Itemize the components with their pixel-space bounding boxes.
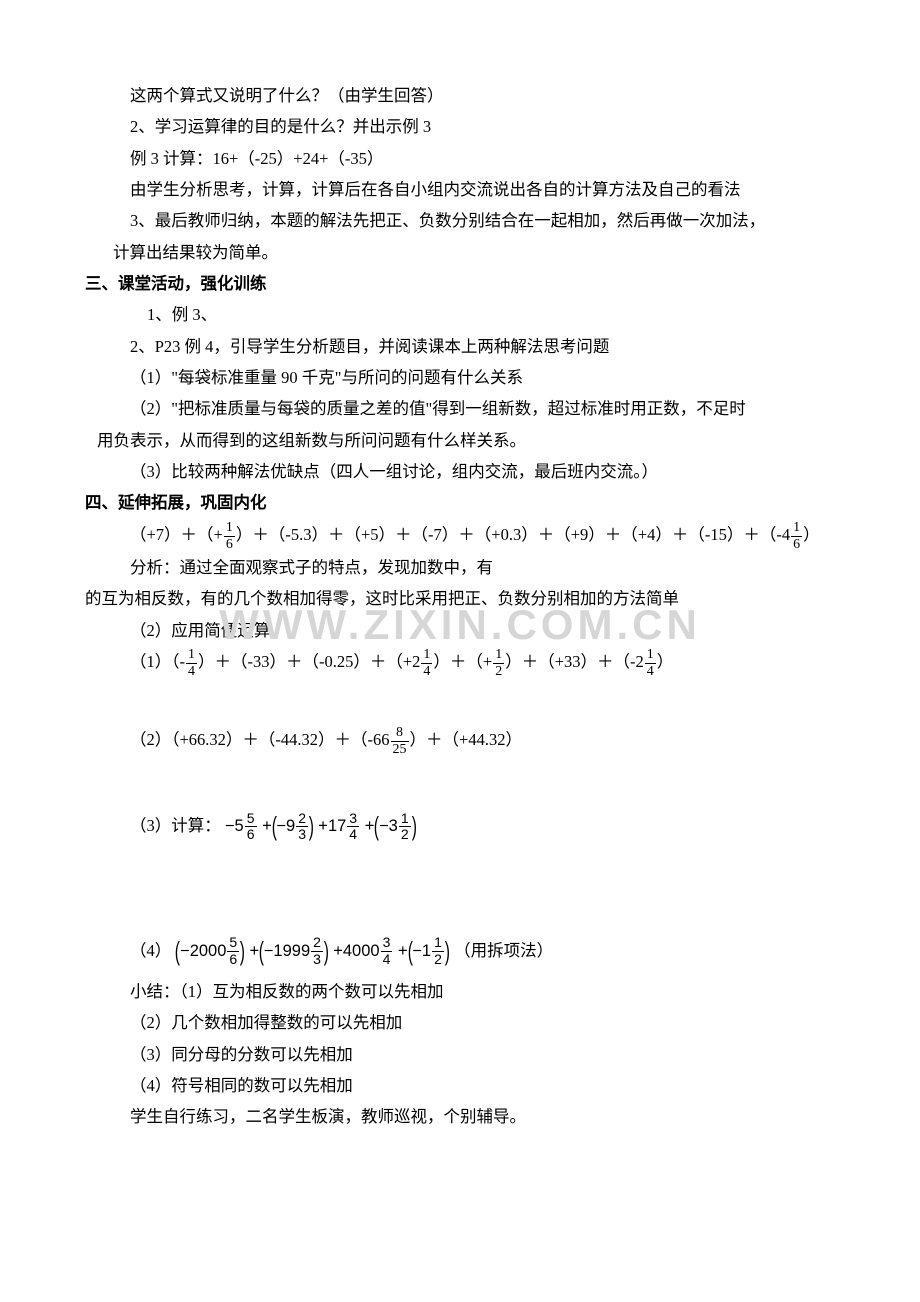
eq-text: ）＋（+ <box>433 652 492 671</box>
equation-line: （1）（-14）＋（-33）＋（-0.25）＋（+214）＋（+12）＋（+33… <box>85 646 835 679</box>
section-heading: 四、延伸拓展，巩固内化 <box>85 487 835 518</box>
body-line: 这两个算式又说明了什么？（由学生回答） <box>85 80 835 111</box>
body-line: 3、最后教师归纳，本题的解法先把正、负数分别结合在一起相加，然后再做一次加法， <box>85 205 835 236</box>
body-line: （2）几个数相加得整数的可以先相加 <box>85 1007 835 1038</box>
equation-line: （3）计算： −556 +(−923) +1734 +(−312) <box>85 802 835 851</box>
eq-text: ）＋（+33）＋（-2 <box>505 652 644 671</box>
fraction: 14 <box>645 647 656 679</box>
eq-text: （+7）＋（+ <box>130 525 223 544</box>
body-line: 2、P23 例 4，引导学生分析题目，并阅读课本上两种解法思考问题 <box>85 331 835 362</box>
eq-text: ）＋（-33）＋（-0.25）＋（+2 <box>198 652 420 671</box>
eq-text: ） <box>803 525 820 544</box>
eq-text: （2）（+66.32）＋（-44.32）＋（-66 <box>130 730 390 749</box>
eq-text: ）＋（+44.32） <box>410 730 522 749</box>
body-line: （3）比较两种解法优缺点（四人一组讨论，组内交流，最后班内交流。） <box>85 456 835 487</box>
document-page: WWW.ZIXIN.COM.CN 这两个算式又说明了什么？（由学生回答） 2、学… <box>0 0 920 1173</box>
equation-line: （+7）＋（+16）＋（-5.3）＋（+5）＋（-7）＋（+0.3）＋（+9）＋… <box>85 519 835 552</box>
eq-text: ）＋（-5.3）＋（+5）＋（-7）＋（+0.3）＋（+9）＋（+4）＋（-15… <box>236 525 790 544</box>
equation-line: （4） (−200056) +(−199923) +400034 +(−112)… <box>85 927 835 976</box>
body-line: 2、学习运算律的目的是什么？并出示例 3 <box>85 111 835 142</box>
equation-line: （2）（+66.32）＋（-44.32）＋（-66825）＋（+44.32） <box>85 724 835 757</box>
fraction: 825 <box>391 725 409 757</box>
body-line: 用负表示，从而得到的这组新数与所问问题有什么样关系。 <box>85 425 835 456</box>
body-line: （3）同分母的分数可以先相加 <box>85 1039 835 1070</box>
section-heading: 三、课堂活动，强化训练 <box>85 268 835 299</box>
body-line: （2）应用简便运算 <box>85 615 835 646</box>
fraction: 14 <box>186 647 197 679</box>
body-line: （1）"每袋标准重量 90 千克"与所问的问题有什么关系 <box>85 362 835 393</box>
fraction: 14 <box>421 647 432 679</box>
body-line: （2）"把标准质量与每袋的质量之差的值"得到一组新数，超过标准时用正数，不足时 <box>85 393 835 424</box>
body-line: 的互为相反数，有的几个数相加得零，这时比采用把正、负数分别相加的方法简单 <box>85 583 835 614</box>
body-line: 计算出结果较为简单。 <box>85 237 835 268</box>
body-line: 小结：（1）互为相反数的两个数可以先相加 <box>85 976 835 1007</box>
eq-text: （3）计算： <box>130 816 221 835</box>
fraction: 16 <box>224 520 235 552</box>
fraction: 16 <box>791 520 802 552</box>
eq-text: ） <box>657 652 674 671</box>
body-line: 1、例 3、 <box>85 299 835 330</box>
math-expr: (−200056) +(−199923) +400034 +(−112) <box>175 942 454 960</box>
body-line: 例 3 计算：16+（-25）+24+（-35） <box>85 143 835 174</box>
eq-text: （1）（- <box>130 652 185 671</box>
body-line: （4）符号相同的数可以先相加 <box>85 1070 835 1101</box>
eq-text: （4） <box>130 941 171 960</box>
math-expr: −556 +(−923) +1734 +(−312) <box>225 817 416 835</box>
body-line: 分析：通过全面观察式子的特点，发现加数中，有 <box>85 552 835 583</box>
body-line: 由学生分析思考，计算，计算后在各自小组内交流说出各自的计算方法及自己的看法 <box>85 174 835 205</box>
body-line: 学生自行练习，二名学生板演，教师巡视，个别辅导。 <box>85 1101 835 1132</box>
eq-text: （用拆项法） <box>454 941 553 960</box>
fraction: 12 <box>493 647 504 679</box>
